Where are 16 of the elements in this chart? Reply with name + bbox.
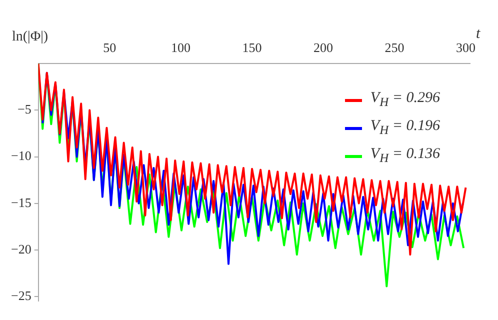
legend-label: V$_{H}$ = 0.136 [370, 146, 440, 166]
x-tick-label: 250 [384, 40, 404, 56]
x-tick-label: 100 [171, 40, 191, 56]
y-axis-title: ln(|Φ|) [12, 29, 48, 44]
y-tick-label: −25 [10, 288, 32, 303]
x-tick-label: 150 [242, 40, 262, 56]
y-tick-label: −5 [17, 102, 32, 117]
x-tick-label: 200 [314, 40, 334, 56]
x-tick-label: 50 [103, 40, 116, 56]
x-axis-title: t [476, 26, 481, 42]
y-tick-label: −20 [10, 241, 32, 256]
legend-label: V$_{H}$ = 0.296 [370, 90, 440, 110]
y-tick-label: −10 [10, 148, 32, 164]
y-tick-label: −15 [10, 194, 32, 210]
x-tick-label: 300 [456, 40, 476, 56]
legend-label: V$_{H}$ = 0.196 [370, 118, 440, 138]
